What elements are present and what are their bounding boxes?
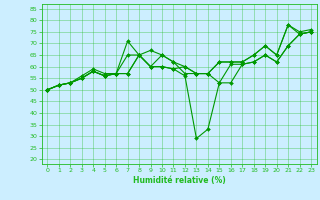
X-axis label: Humidité relative (%): Humidité relative (%): [133, 176, 226, 185]
